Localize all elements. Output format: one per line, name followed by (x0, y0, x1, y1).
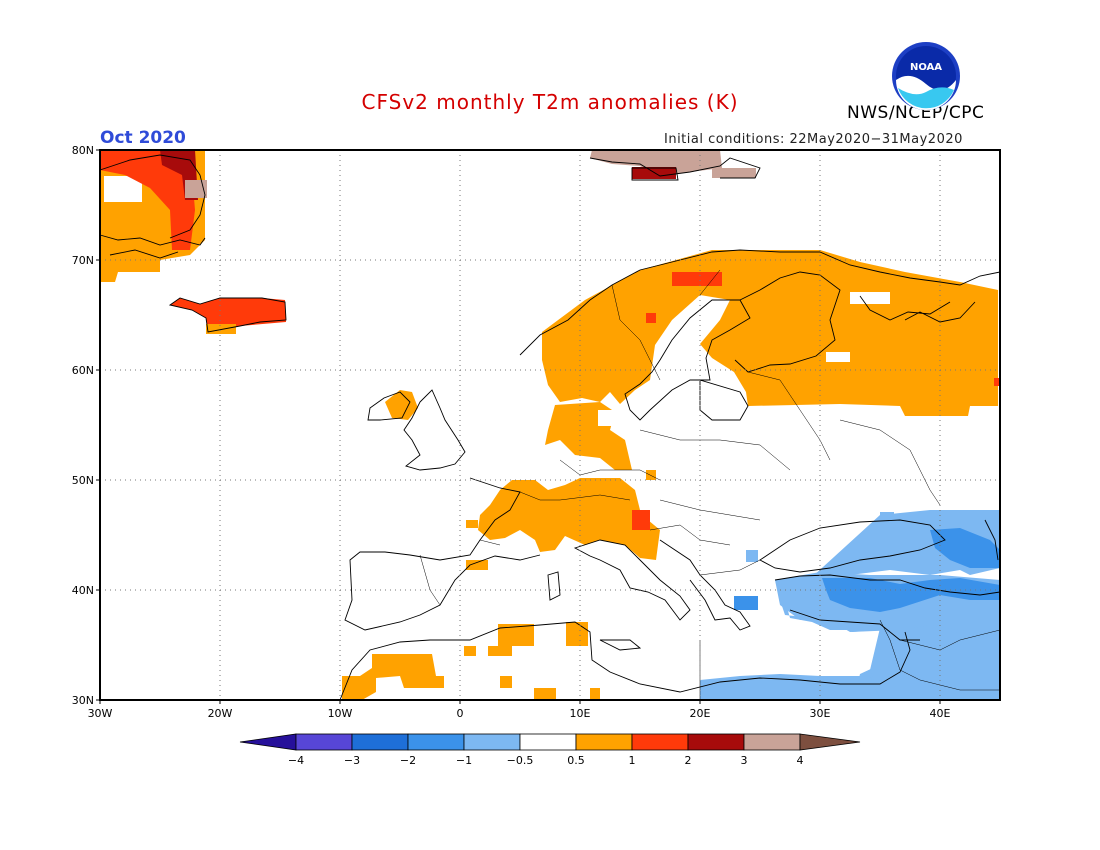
colorbar-swatch (743, 733, 801, 751)
warm-anomaly-shading (100, 150, 1000, 700)
scandinavia-anomaly (542, 250, 998, 416)
colorbar-swatch (239, 733, 297, 751)
colorbar-swatch (295, 733, 353, 751)
north-africa-coast (339, 621, 911, 701)
colorbar-swatch (407, 733, 465, 751)
lon-tick-label: 20E (690, 707, 711, 720)
iceland-anomaly (170, 298, 286, 332)
map-frame (99, 149, 1001, 701)
svalbard-coast (589, 157, 761, 181)
noaa-logo: NOAA (892, 42, 960, 110)
initial-conditions-label: Initial conditions: 22May2020−31May2020 (664, 132, 963, 147)
map-plot-area (99, 149, 1001, 701)
lat-tick-label: 80N (72, 144, 94, 157)
cold-anomaly-shading (700, 510, 1000, 700)
black-sea-anomaly (700, 510, 1000, 700)
turkey-coast (774, 574, 1001, 641)
latitude-labels: 80N 70N 60N 50N 40N 30N (72, 144, 100, 707)
colorbar-tick-label: −0.5 (507, 754, 534, 767)
italy (547, 539, 691, 651)
lat-tick-label: 40N (72, 584, 94, 597)
colorbar-tick-label: −3 (344, 754, 360, 767)
lon-tick-label: 40E (930, 707, 951, 720)
lon-tick-label: 30E (810, 707, 831, 720)
lon-tick-label: 0 (457, 707, 464, 720)
graticule (100, 150, 1000, 700)
colorbar: −4 −3 −2 −1 −0.5 0.5 1 2 3 4 (239, 733, 861, 767)
lon-tick-label: 30W (88, 707, 113, 720)
ireland-anomaly (385, 390, 418, 420)
lon-tick-label: 20W (208, 707, 233, 720)
colorbar-swatch (519, 733, 577, 751)
greenland-strong-anomaly (100, 150, 195, 250)
longitude-labels: 30W 20W 10W 0 10E 20E 30E 40E (88, 700, 951, 720)
lon-tick-label: 10E (570, 707, 591, 720)
lat-tick-label: 60N (72, 364, 94, 377)
colorbar-swatch (631, 733, 689, 751)
greenland-coast (99, 154, 206, 259)
coastlines (99, 154, 1001, 701)
anatolia-strong-anomaly (822, 578, 1000, 612)
colorbar-tick-label: −1 (456, 754, 472, 767)
logo-text: NOAA (910, 62, 942, 73)
month-label: Oct 2020 (100, 128, 186, 148)
colorbar-swatch (575, 733, 633, 751)
caucasus-anomaly (930, 528, 1000, 568)
colorbar-tick-label: −2 (400, 754, 416, 767)
british-isles (367, 389, 466, 471)
lat-tick-label: 30N (72, 694, 94, 707)
lat-tick-label: 70N (72, 254, 94, 267)
levant-anomaly (870, 628, 1000, 700)
colorbar-tick-label: 3 (741, 754, 748, 767)
balkans-greece (659, 539, 751, 631)
lat-tick-label: 50N (72, 474, 94, 487)
colorbar-swatch (463, 733, 521, 751)
central-europe-anomaly (478, 478, 660, 560)
colorbar-tick-label: −4 (288, 754, 304, 767)
libya-egypt-anomaly (700, 674, 880, 700)
sweden-finland (624, 271, 841, 421)
colorbar-swatch (799, 733, 861, 751)
organization-label: NWS/NCEP/CPC (847, 103, 985, 123)
colorbar-tick-label: 2 (685, 754, 692, 767)
iceland-coast (168, 297, 287, 333)
colorbar-tick-label: 4 (797, 754, 804, 767)
north-africa-anomaly (342, 654, 444, 700)
caspian-sea (984, 519, 999, 561)
colorbar-swatch (687, 733, 745, 751)
colorbar-tick-label: 1 (629, 754, 636, 767)
chart-title: CFSv2 monthly T2m anomalies (K) (361, 90, 739, 114)
colorbar-swatch (351, 733, 409, 751)
lon-tick-label: 10W (328, 707, 353, 720)
colorbar-tick-label: 0.5 (567, 754, 585, 767)
svalbard-anomaly (590, 150, 722, 176)
russia-north-coast (819, 251, 1001, 323)
black-sea (759, 519, 946, 573)
norway-coast (519, 249, 820, 356)
country-borders (419, 269, 1001, 700)
